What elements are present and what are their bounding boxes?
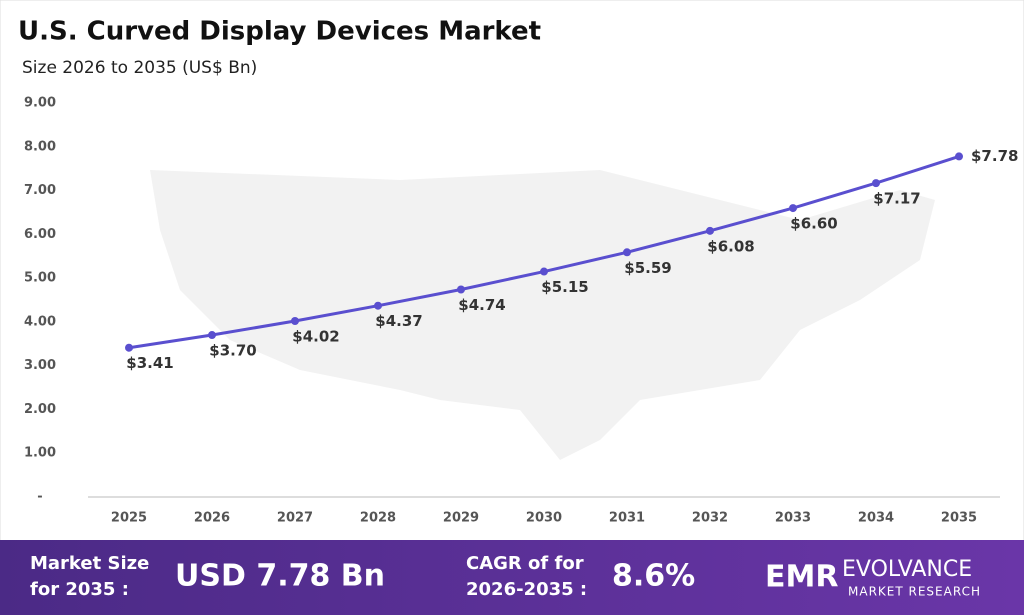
x-tick-label: 2032	[692, 511, 728, 526]
data-point	[208, 331, 216, 340]
y-tick-label: 7.00	[24, 183, 56, 198]
data-point	[540, 267, 548, 276]
value-label: $3.41	[126, 354, 173, 372]
value-label: $7.17	[873, 190, 920, 208]
value-label: $6.08	[707, 237, 754, 255]
y-tick-label: 6.00	[24, 227, 56, 242]
data-point	[706, 226, 714, 235]
x-tick-label: 2026	[194, 511, 230, 526]
y-tick-label: 2.00	[24, 402, 56, 417]
footer-band	[0, 540, 1024, 615]
x-tick-label: 2034	[858, 511, 894, 526]
data-point	[457, 285, 465, 294]
value-label: $4.02	[292, 328, 339, 346]
footer-label: CAGR of for	[466, 553, 584, 574]
x-tick-label: 2029	[443, 511, 479, 526]
x-tick-label: 2030	[526, 511, 562, 526]
data-point	[374, 301, 382, 310]
logo-tagline: MARKET RESEARCH	[848, 585, 981, 599]
value-label: $4.37	[375, 312, 422, 330]
footer-label: Market Size	[30, 553, 149, 574]
x-tick-label: 2033	[775, 511, 811, 526]
value-label: $5.15	[541, 278, 588, 296]
x-tick-label: 2031	[609, 511, 645, 526]
data-point	[623, 248, 631, 257]
x-tick-label: 2035	[941, 511, 977, 526]
map-background	[150, 170, 935, 460]
footer-label: for 2035 :	[30, 579, 129, 600]
footer-label: 2026-2035 :	[466, 579, 587, 600]
y-tick-label: 1.00	[24, 446, 56, 461]
y-tick-label: 9.00	[24, 96, 56, 111]
logo-name: EVOLVANCE	[842, 557, 972, 582]
data-point	[789, 204, 797, 213]
y-tick-label: 5.00	[24, 271, 56, 286]
data-point	[291, 317, 299, 326]
x-tick-label: 2025	[111, 511, 147, 526]
data-point	[125, 343, 133, 352]
footer-value: 8.6%	[612, 559, 695, 594]
y-tick-label: 3.00	[24, 358, 56, 373]
value-label: $5.59	[624, 259, 671, 277]
logo-mark: EMR	[765, 560, 838, 595]
chart-title: U.S. Curved Display Devices Market	[18, 17, 541, 47]
footer-value: USD 7.78 Bn	[175, 559, 385, 594]
data-point	[872, 179, 880, 188]
x-tick-label: 2028	[360, 511, 396, 526]
x-tick-label: 2027	[277, 511, 313, 526]
y-tick-label: 4.00	[24, 314, 56, 329]
chart-subtitle: Size 2026 to 2035 (US$ Bn)	[22, 58, 257, 78]
y-tick-label: -	[37, 490, 42, 505]
value-label: $3.70	[209, 342, 256, 360]
y-tick-label: 8.00	[24, 139, 56, 154]
value-label: $4.74	[458, 296, 505, 314]
data-point	[955, 152, 963, 161]
value-label: $6.60	[790, 215, 837, 233]
value-label: $7.78	[971, 147, 1018, 165]
